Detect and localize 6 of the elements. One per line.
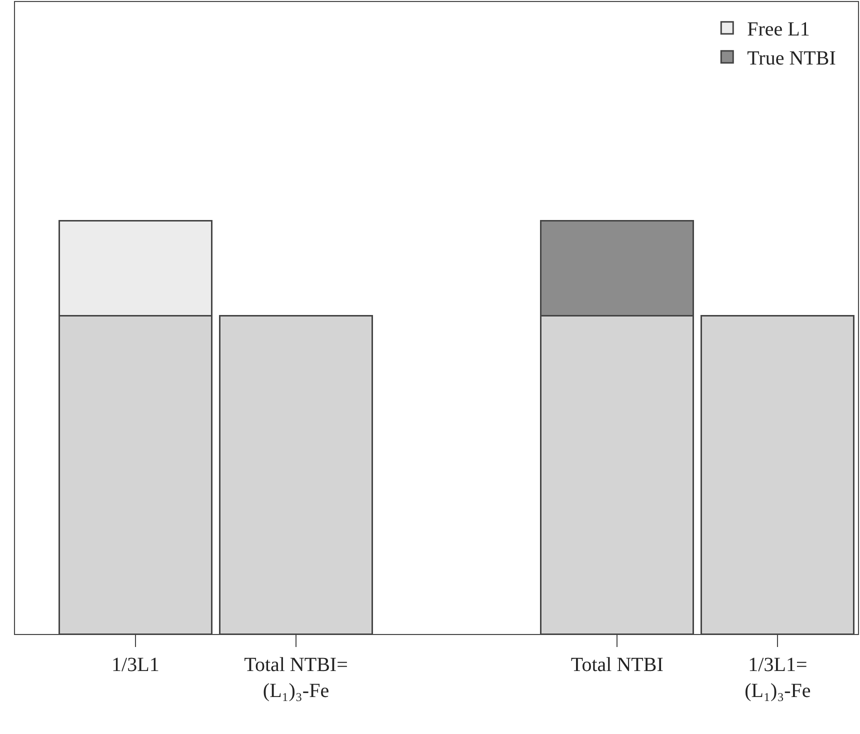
x-tick-label: 1/3L1 <box>112 654 160 676</box>
x-tick-label: Total NTBI= (L₁)₃-Fe <box>244 654 348 702</box>
legend-label: True NTBI <box>747 48 836 70</box>
legend-label: Free L1 <box>747 18 810 41</box>
x-tick-label: Total NTBI <box>570 654 664 676</box>
x-tick-label: 1/3L1= (L₁)₃-Fe <box>744 654 811 702</box>
